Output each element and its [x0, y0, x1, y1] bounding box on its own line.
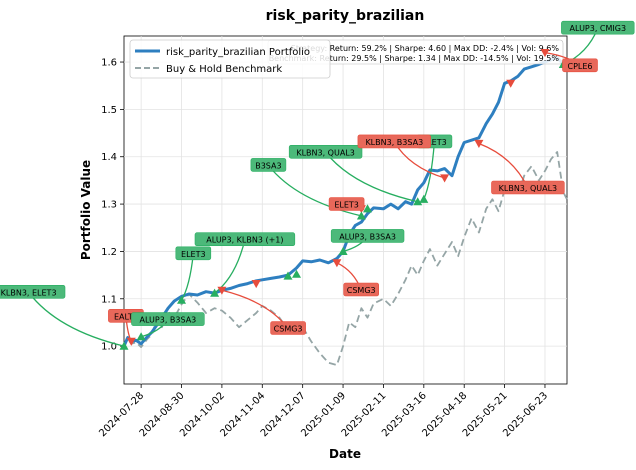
stats-line: Benchmark: Return: 29.5% | Sharpe: 1.34 … [269, 54, 560, 63]
sell-label-box [328, 197, 365, 211]
buy-label: ALUP3, B3SA3 [339, 232, 396, 241]
sell-marker [217, 286, 227, 295]
sell-marker [251, 280, 261, 289]
buy-marker [292, 269, 301, 278]
sell-label: ELET3 [334, 201, 359, 210]
y-axis-label: Portfolio Value [79, 160, 93, 260]
y-tick-label: 1.6 [101, 58, 117, 69]
y-tick-label: 1.2 [101, 247, 117, 258]
sell-marker [540, 49, 550, 58]
buy-label-box [194, 232, 296, 246]
sell-marker [126, 337, 136, 346]
buy-label-box [131, 312, 205, 326]
annotation-arrow [423, 141, 436, 200]
buy-marker [338, 246, 348, 255]
y-tick-label: 1.5 [101, 105, 117, 116]
buy-label: ALUP3, B3SA3 [140, 316, 197, 325]
buy-label-box [330, 229, 405, 243]
buy-label: ELET3 [181, 250, 206, 259]
sell-label: CSMG3 [347, 286, 376, 295]
sell-label-box [343, 282, 380, 297]
buy-marker [419, 194, 429, 203]
buy-label: ALUP3, CMIG3 [570, 24, 627, 33]
buy-marker [356, 211, 366, 220]
buy-marker [283, 271, 293, 280]
buy-label-box [288, 145, 363, 159]
buy-label-box [175, 246, 212, 261]
y-tick-label: 1.4 [101, 152, 117, 163]
benchmark-line [123, 151, 568, 367]
y-tick-label: 1.0 [101, 342, 117, 353]
sell-label-box [270, 321, 306, 335]
y-tick-label: 1.1 [101, 294, 117, 305]
sell-label: KLBN3, QUAL3 [499, 184, 558, 193]
buy-marker [177, 295, 186, 304]
stats-line: Strategy: Return: 59.2% | Sharpe: 4.60 |… [291, 44, 560, 53]
annotation-arrow [267, 164, 362, 217]
plot-area: 1.0 1.1 1.2 1.3 1.4 1.5 1.6 2024-07-282024-08-… [0, 20, 635, 439]
buy-label-box [250, 158, 287, 172]
plot-frame [123, 35, 568, 385]
sell-label-box [491, 180, 565, 195]
buy-label-box [0, 285, 66, 299]
buy-label: ALUP3, KLBN3 (+1) [206, 236, 283, 245]
sell-marker [440, 174, 450, 183]
sell-label: EALT3 [114, 312, 138, 321]
y-ticks: 1.0 1.1 1.2 1.3 1.4 1.5 1.6 [101, 58, 124, 353]
sell-label: CPLE6 [567, 62, 592, 71]
y-tick-label: 1.3 [101, 200, 117, 211]
legend-benchmark-label: Buy & Hold Benchmark [166, 64, 282, 75]
buy-label: KLBN3, ELET3 [1, 288, 57, 297]
buy-marker [413, 197, 423, 206]
buy-marker [136, 332, 146, 341]
sell-label-box [562, 58, 598, 73]
sell-label-box [357, 134, 431, 149]
legend: risk_parity_brazilian Portfolio Buy & Ho… [129, 39, 331, 79]
buy-label: B3SA3 [255, 161, 281, 170]
buy-marker [119, 341, 129, 350]
sell-marker [506, 79, 516, 88]
chart-title: risk_parity_brazilian [266, 8, 425, 24]
buy-label: ELET3 [422, 138, 447, 147]
x-ticks: 2024-07-282024-08-302024-10-022024-11-04… [97, 384, 550, 439]
x-axis-label: Date [329, 447, 361, 461]
annotation-arrow [28, 291, 125, 347]
buy-marker [210, 288, 220, 297]
buy-marker [363, 204, 372, 213]
sell-label: KLBN3, B3SA3 [365, 138, 423, 147]
legend-box [129, 39, 331, 79]
sell-label: CSMG3 [274, 325, 303, 334]
annotation-arrow [325, 151, 418, 203]
buy-label: KLBN3, QUAL3 [296, 148, 355, 157]
buy-label-box [561, 20, 635, 35]
legend-portfolio-label: risk_parity_brazilian Portfolio [166, 47, 310, 58]
sell-marker [474, 139, 484, 148]
sell-marker [332, 259, 342, 268]
